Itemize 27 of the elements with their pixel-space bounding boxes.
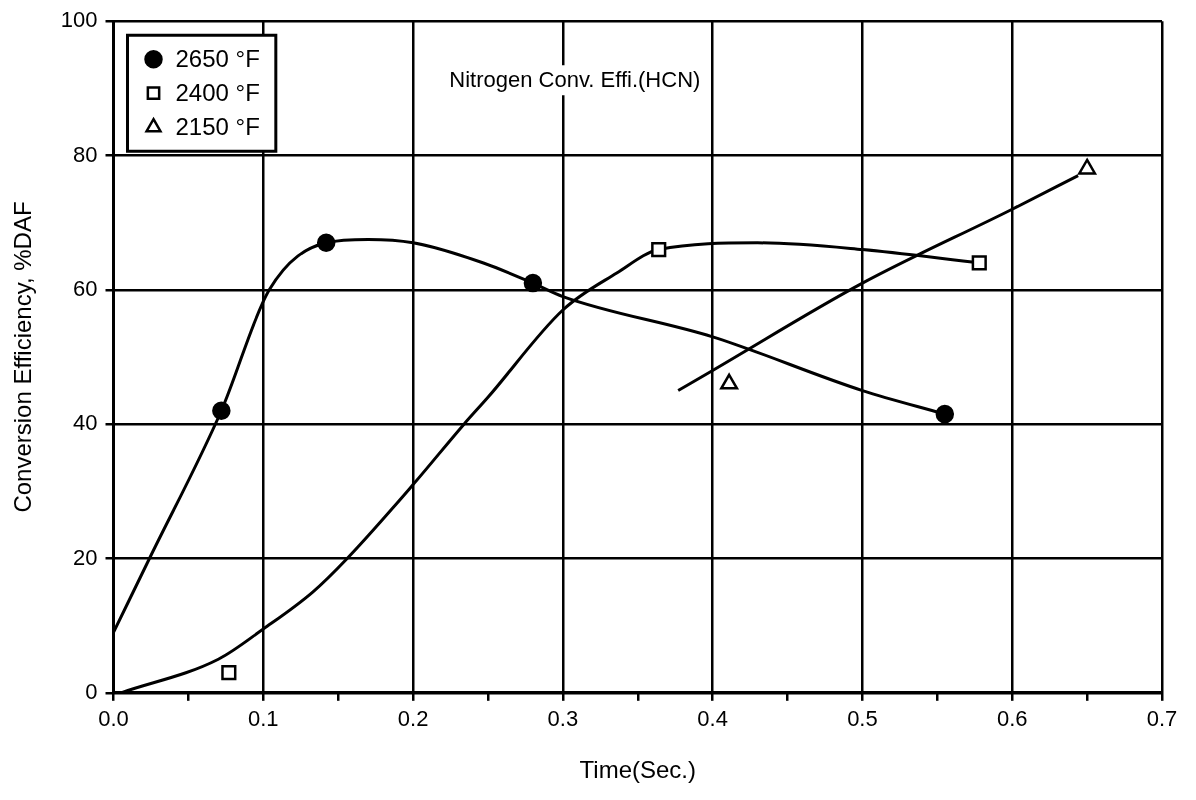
point (651, 241, 667, 258)
legend-label: 2150 °F (175, 112, 260, 140)
x-tick-label: 0.5 (847, 706, 878, 732)
x-tick-label: 0.2 (397, 706, 429, 732)
point (935, 404, 955, 424)
y-tick-label: 20 (73, 544, 98, 570)
x-tick-label: 0.6 (996, 706, 1028, 732)
y-axis-title: Conversion Efficiency, %DAF (9, 201, 37, 513)
x-tick-label: 0.3 (547, 706, 579, 732)
y-tick-label: 80 (73, 141, 98, 167)
x-tick-label: 0.1 (247, 706, 279, 732)
point (316, 233, 336, 253)
legend-label: 2400 °F (175, 78, 260, 106)
x-tick-label: 0.7 (1146, 706, 1178, 732)
y-tick-label: 40 (73, 410, 98, 436)
y-tick-label: 100 (60, 7, 98, 33)
text: Nitrogen Conv. Effi.(HCN) (449, 67, 701, 93)
x-axis-title: Time(Sec.) (579, 756, 696, 784)
point (971, 255, 987, 271)
point (221, 665, 237, 681)
x-tick-label: 0.0 (98, 706, 129, 732)
x-tick-label: 0.4 (697, 706, 728, 732)
point (212, 401, 231, 420)
y-tick-label: 60 (73, 275, 98, 301)
y-tick-label: 0 (85, 678, 98, 704)
point (523, 273, 543, 293)
legend-label: 2650 °F (175, 44, 260, 72)
